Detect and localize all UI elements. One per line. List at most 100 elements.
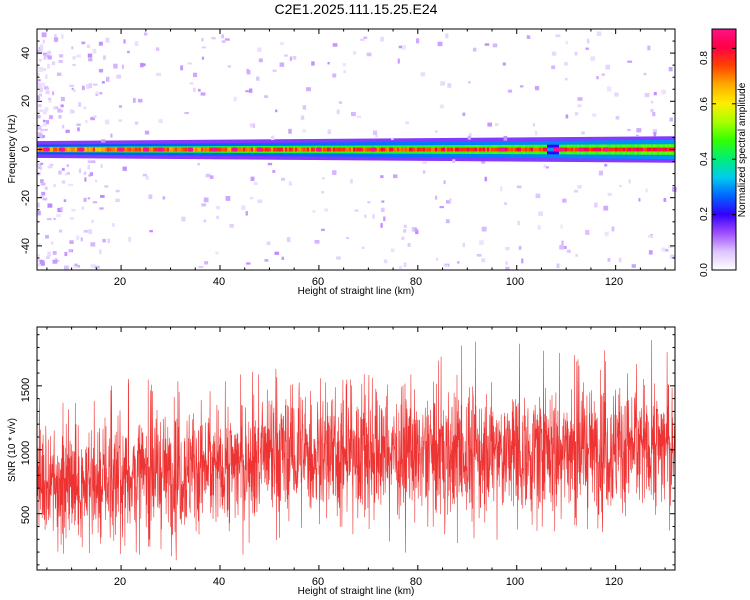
heatmap-speckle [481,226,487,232]
heatmap-cell [483,147,486,152]
chart-title: C2E1.2025.111.15.25.E24 [275,1,438,17]
heatmap-speckle [476,253,482,257]
heatmap-speckle [201,37,204,42]
heatmap-speckle [87,160,92,164]
heatmap-speckle [535,193,541,199]
heatmap-speckle [43,56,47,60]
heatmap-cell [465,147,468,152]
heatmap-cell [467,147,470,152]
heatmap-speckle [618,257,622,263]
heatmap-speckle [350,112,356,117]
heatmap-speckle [500,186,503,192]
heatmap-cell [425,147,428,152]
heatmap-cell [309,147,312,152]
heatmap-cell [565,147,568,152]
heatmap-speckle [566,249,571,253]
heatmap-cell [299,147,302,152]
heatmap-speckle [87,164,91,170]
heatmap-cell [205,147,208,152]
heatmap-speckle [112,223,115,227]
heatmap-cell [551,147,554,152]
heatmap-speckle [52,251,57,255]
colorbar-tick-label: 0.6 [699,97,710,111]
heatmap-speckle [562,198,567,203]
heatmap-speckle [41,191,46,196]
heatmap-cell [303,147,306,152]
heatmap-speckle [362,246,365,249]
heatmap-speckle [63,199,67,203]
heatmap-speckle [75,263,78,266]
heatmap-speckle [652,111,656,117]
heatmap-cell [183,147,186,152]
heatmap-speckle [80,237,83,242]
heatmap-cell [647,147,650,152]
heatmap-speckle [134,121,139,125]
heatmap-speckle [288,128,292,134]
heatmap-speckle [47,251,52,257]
heatmap-speckle [54,34,57,39]
heatmap-speckle [350,179,353,184]
heatmap-speckle [38,66,43,72]
heatmap-speckle [650,101,654,104]
x-tick-label: 120 [605,576,623,588]
heatmap-speckle [61,124,65,129]
heatmap-speckle [447,83,452,88]
heatmap-speckle [619,184,622,188]
heatmap-speckle [65,129,70,133]
heatmap-cell [419,147,422,152]
heatmap-speckle [99,194,105,198]
heatmap-speckle [38,93,43,97]
heatmap-speckle [494,122,499,126]
heatmap-cell [55,147,58,152]
heatmap-cell [409,147,412,152]
heatmap-cell [461,147,464,152]
heatmap-hotspot [43,147,50,152]
heatmap-cell [243,147,246,152]
heatmap-cell [463,147,466,152]
heatmap-cell [377,147,380,152]
heatmap-cell [269,147,272,152]
heatmap-hotspot [256,147,263,152]
heatmap-speckle [205,173,211,178]
heatmap-speckle [127,50,130,54]
heatmap-cell [73,147,76,152]
heatmap-speckle [98,41,103,46]
heatmap-speckle [58,115,62,119]
heatmap-cell [343,147,346,152]
heatmap-speckle [90,116,95,121]
heatmap-cell [429,147,432,152]
heatmap-speckle [38,243,41,246]
heatmap-speckle [93,83,98,86]
x-tick-label: 60 [312,276,324,288]
heatmap-speckle [41,82,46,87]
heatmap-speckle [407,243,411,247]
heatmap-cell [609,147,612,152]
heatmap-speckle [54,258,58,261]
heatmap-speckle [250,176,255,182]
heatmap-speckle [47,63,51,69]
colorbar-tick-label: 0.4 [699,152,710,166]
heatmap-speckle [94,265,100,269]
heatmap-speckle [414,228,418,232]
heatmap-cell [293,147,296,152]
heatmap-cell [519,147,522,152]
heatmap-speckle [664,248,669,252]
heatmap-cell [87,147,90,152]
heatmap-hotspot [578,147,585,152]
heatmap-speckle [98,92,103,95]
heatmap-speckle [158,119,163,124]
colorbar-gradient [712,29,736,270]
heatmap-speckle [106,76,110,82]
heatmap-cell [267,147,270,152]
heatmap-speckle [37,49,43,54]
heatmap-speckle [398,45,404,49]
heatmap-speckle [280,177,286,181]
heatmap-speckle [653,132,657,137]
heatmap-speckle [76,123,81,126]
heatmap-speckle [38,109,44,113]
heatmap-speckle [481,258,486,263]
heatmap-speckle [452,159,456,163]
heatmap-speckle [415,38,420,44]
heatmap-speckle [60,104,64,108]
